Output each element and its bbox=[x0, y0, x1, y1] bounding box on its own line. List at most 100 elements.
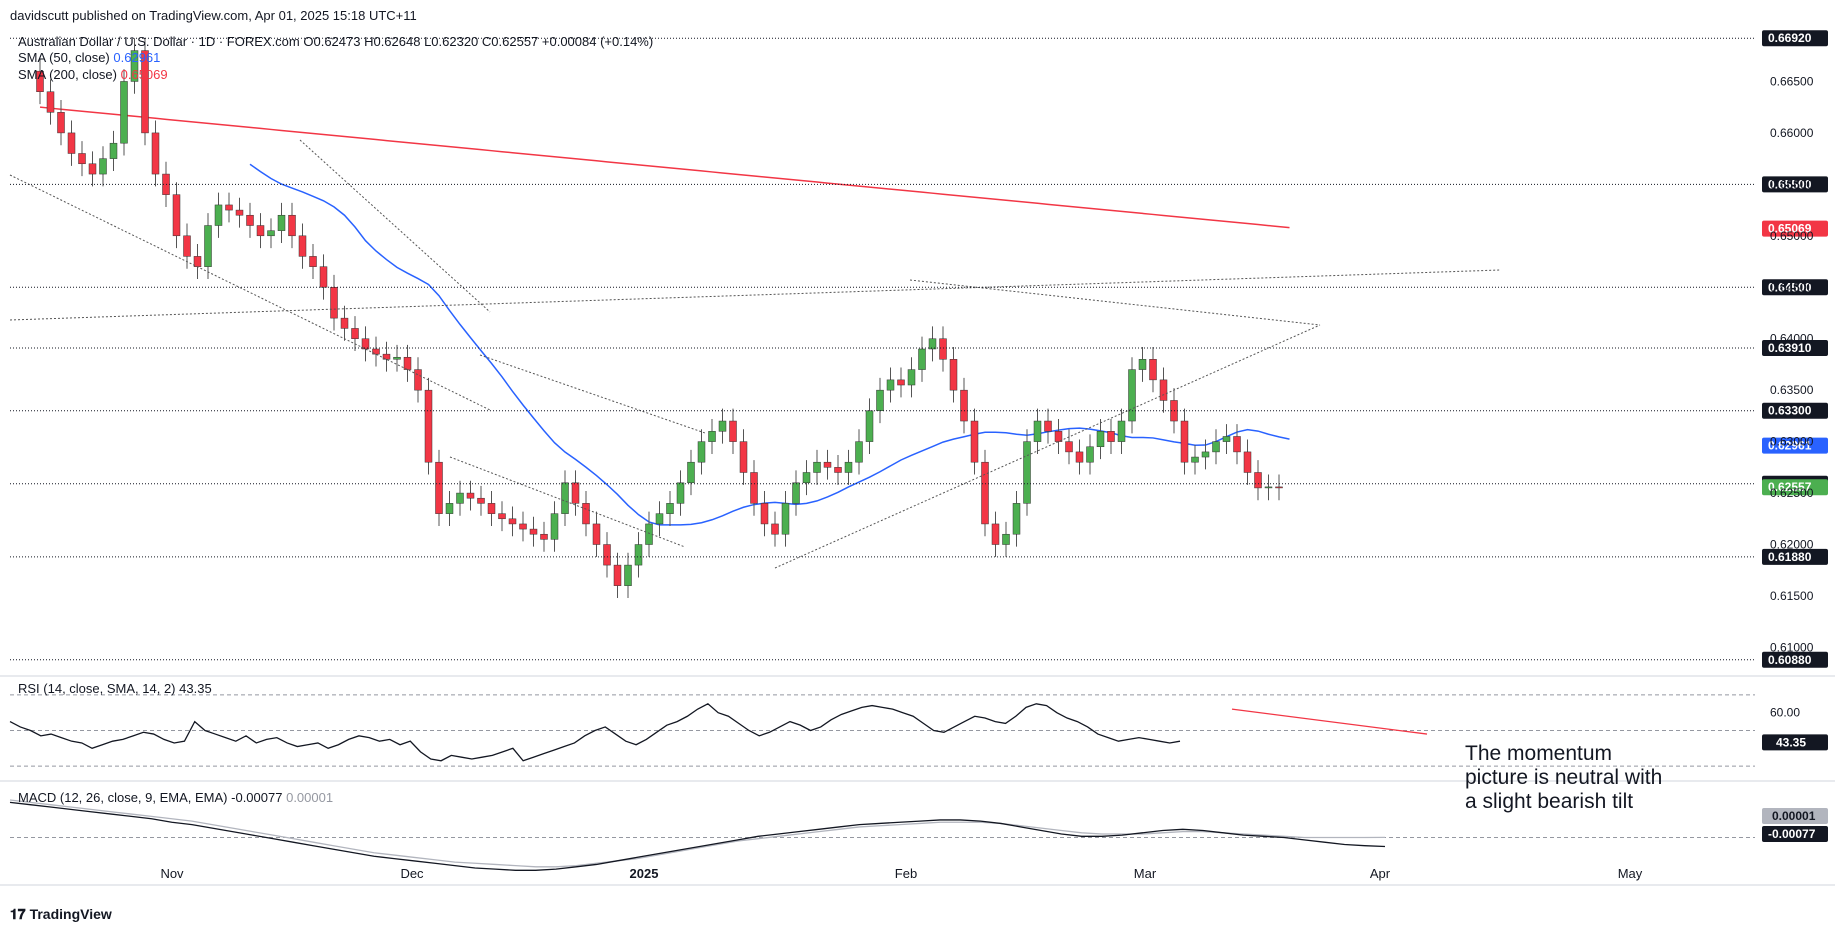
candle-up bbox=[676, 482, 685, 504]
price-tick-label: 0.65000 bbox=[1770, 229, 1814, 243]
price-tick-label: 0.62000 bbox=[1770, 538, 1814, 552]
annotation-line-2: picture is neutral with bbox=[1465, 766, 1663, 789]
candle-down bbox=[288, 214, 296, 237]
candle-up bbox=[120, 81, 128, 144]
macd-line bbox=[9, 801, 1386, 871]
candle-up bbox=[1128, 369, 1136, 422]
rsi-badge bbox=[1762, 734, 1828, 751]
candle-up bbox=[697, 441, 706, 463]
candle-down bbox=[330, 287, 338, 319]
annotation-text: The momentum picture is neutral with a s… bbox=[1465, 742, 1725, 814]
candle-down bbox=[183, 235, 191, 257]
candle-down bbox=[1044, 420, 1052, 432]
level-label: 0.62961 bbox=[1768, 439, 1812, 453]
price-tick-label: 0.63500 bbox=[1770, 383, 1814, 397]
candle-up bbox=[813, 461, 821, 473]
price-tick-label: 0.63000 bbox=[1770, 435, 1814, 449]
candle-up bbox=[876, 389, 884, 411]
trendline bbox=[299, 139, 491, 313]
candle-down bbox=[739, 441, 748, 473]
level-label: 0.64500 bbox=[1768, 280, 1812, 294]
candle-down bbox=[151, 132, 160, 175]
candle-up bbox=[99, 158, 107, 175]
candle-down bbox=[540, 533, 548, 540]
candle-up bbox=[277, 214, 286, 231]
candle-down bbox=[298, 235, 307, 257]
candle-down bbox=[1275, 486, 1283, 489]
price-tick-label: 0.66500 bbox=[1770, 74, 1814, 88]
tradingview-logo[interactable]: 𝟏𝟕 TradingView bbox=[10, 906, 112, 923]
candle-down bbox=[1054, 431, 1063, 442]
candle-down bbox=[981, 461, 989, 525]
candle-up bbox=[445, 503, 454, 514]
candle-up bbox=[886, 379, 895, 391]
candle-up bbox=[1023, 441, 1031, 504]
candle-up bbox=[550, 513, 559, 540]
macd-signal-line bbox=[9, 799, 1386, 868]
candle-down bbox=[46, 91, 55, 113]
candle-up bbox=[456, 492, 464, 504]
price-tick-label: 0.64500 bbox=[1770, 280, 1814, 294]
candle-down bbox=[1254, 472, 1262, 489]
candle-down bbox=[613, 564, 622, 586]
trendline bbox=[774, 324, 1321, 569]
level-label: 0.63910 bbox=[1768, 341, 1812, 355]
price-tick-label: 0.65500 bbox=[1770, 177, 1814, 191]
time-axis-label: Mar bbox=[1134, 866, 1157, 881]
sma200-legend[interactable]: SMA (200, close) 0.65069 bbox=[18, 67, 168, 82]
candle-down bbox=[592, 523, 601, 545]
candle-up bbox=[781, 503, 790, 535]
candle-down bbox=[1075, 451, 1084, 463]
macd-badge-label: -0.00077 bbox=[1768, 827, 1816, 841]
rsi-legend[interactable]: RSI (14, close, SMA, 14, 2) 43.35 bbox=[18, 681, 212, 696]
brand-name: TradingView bbox=[29, 906, 112, 922]
candle-down bbox=[351, 328, 359, 339]
macd-signal-badge-label: 0.00001 bbox=[1772, 809, 1816, 823]
candle-up bbox=[1212, 441, 1220, 453]
published-by: davidscutt published on TradingView.com,… bbox=[10, 8, 417, 23]
symbol-line: Australian Dollar / U.S. Dollar · 1D · F… bbox=[18, 34, 653, 49]
candle-down bbox=[1243, 451, 1252, 473]
level-badge bbox=[1762, 30, 1828, 47]
sma-200-line bbox=[39, 106, 1290, 229]
macd-badge bbox=[1762, 826, 1828, 842]
candle-down bbox=[960, 389, 968, 422]
candle-up bbox=[393, 356, 401, 360]
rsi-value: 43.35 bbox=[179, 681, 212, 696]
rsi-line bbox=[9, 703, 1181, 762]
candle-down bbox=[424, 389, 433, 463]
candle-down bbox=[141, 50, 149, 134]
level-badge bbox=[1762, 402, 1828, 419]
horizontal-levels: 0.66920 0.65500 0.65069 0.64500 0.63910 0.633… bbox=[10, 30, 1828, 668]
candle-down bbox=[1107, 431, 1115, 442]
candle-down bbox=[466, 492, 475, 499]
rsi-panel: 60.00 43.35 bbox=[9, 694, 1828, 767]
level-badge bbox=[1762, 279, 1828, 296]
sma50-value: 0.62961 bbox=[113, 50, 161, 65]
candle-up bbox=[1201, 451, 1210, 458]
candle-down bbox=[256, 225, 265, 237]
price-tick-label: 0.61500 bbox=[1770, 589, 1814, 603]
candle-down bbox=[414, 369, 422, 391]
level-badge bbox=[1762, 176, 1828, 193]
candle-down bbox=[246, 214, 254, 226]
candle-down bbox=[508, 518, 517, 525]
candle-down bbox=[970, 420, 979, 463]
level-label: 0.62557 bbox=[1768, 480, 1812, 494]
candle-down bbox=[57, 112, 65, 134]
candle-down bbox=[834, 467, 842, 473]
candle-down bbox=[603, 544, 611, 566]
candle-up bbox=[865, 410, 874, 442]
candle-up bbox=[907, 369, 916, 386]
candle-up bbox=[1002, 533, 1010, 545]
trendline bbox=[9, 269, 1501, 321]
candle-up bbox=[204, 225, 212, 267]
sma50-legend[interactable]: SMA (50, close) 0.62961 bbox=[18, 50, 160, 65]
candle-up bbox=[687, 461, 695, 484]
rsi-badge-label: 43.35 bbox=[1776, 735, 1806, 749]
candle-down bbox=[529, 528, 538, 535]
macd-legend[interactable]: MACD (12, 26, close, 9, EMA, EMA) -0.000… bbox=[18, 790, 333, 805]
candle-up bbox=[1138, 359, 1147, 370]
candle-up bbox=[1086, 446, 1094, 463]
